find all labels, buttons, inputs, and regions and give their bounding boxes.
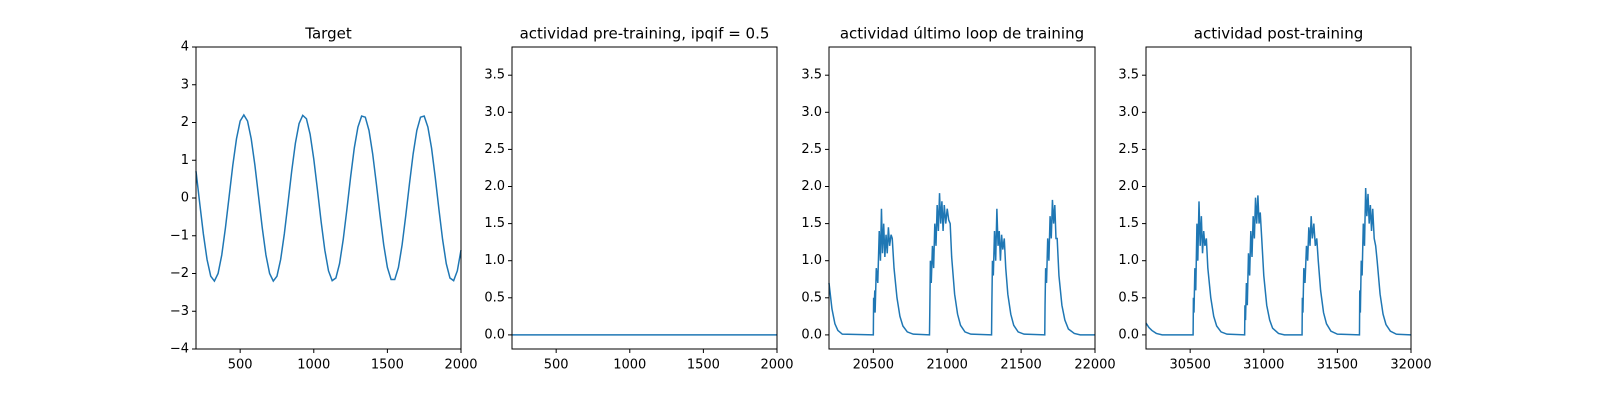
data-line: [195, 113, 462, 283]
y-tick-label: 2.0: [484, 179, 505, 194]
y-tick-label: 3.5: [484, 68, 505, 83]
subplot-title: actividad último loop de training: [840, 25, 1084, 43]
y-tick-label: 1: [181, 153, 189, 168]
y-tick-label: 1.5: [1118, 216, 1139, 231]
y-tick-label: 2.0: [1118, 179, 1139, 194]
x-tick-label: 21500: [1000, 358, 1041, 373]
subplot-title: Target: [304, 25, 352, 43]
x-tick-label: 30500: [1169, 358, 1210, 373]
y-tick-label: 2.5: [1118, 142, 1139, 157]
y-tick-label: 1.0: [1118, 253, 1139, 268]
subplot: actividad último loop de training 0.0 0.5 1…: [801, 25, 1115, 373]
y-tick-label: 0.5: [801, 290, 822, 305]
y-tick-label: 3.0: [484, 105, 505, 120]
x-tick-label: 32000: [1390, 358, 1431, 373]
y-tick-label: 4: [181, 40, 189, 55]
y-tick-label: 1.5: [484, 216, 505, 231]
plot-frame: [511, 46, 778, 350]
y-tick-label: −1: [170, 228, 189, 243]
y-tick-label: 0.0: [801, 327, 822, 342]
x-tick-label: 1500: [371, 358, 404, 373]
y-tick-label: 2: [181, 115, 189, 130]
x-tick-label: 31000: [1243, 358, 1284, 373]
x-tick-label: 2000: [444, 358, 477, 373]
data-line: [828, 193, 1095, 336]
x-tick-label: 1500: [687, 358, 720, 373]
y-tick-label: −3: [170, 304, 189, 319]
subplot: actividad post-training 0.0 0.5 1.0 1.5 2.0 2.…: [1118, 25, 1431, 373]
y-tick-label: 3.5: [801, 68, 822, 83]
y-tick-label: 1.0: [484, 253, 505, 268]
x-tick-label: 1000: [613, 358, 646, 373]
x-tick-label: 500: [544, 358, 569, 373]
x-tick-label: 22000: [1074, 358, 1115, 373]
x-tick-label: 21000: [927, 358, 968, 373]
x-tick-label: 31500: [1317, 358, 1358, 373]
y-tick-label: 0.0: [1118, 327, 1139, 342]
y-tick-label: −4: [170, 342, 189, 357]
subplot: Target −4 −3 −2 −1 0 1 2 3 4 500 1000 1500 2000: [170, 25, 478, 373]
y-tick-label: 2.5: [801, 142, 822, 157]
data-line: [1145, 187, 1412, 336]
subplot-title: actividad post-training: [1194, 25, 1363, 43]
x-tick-label: 500: [228, 358, 253, 373]
y-tick-label: 0.0: [484, 327, 505, 342]
x-tick-label: 1000: [297, 358, 330, 373]
y-tick-label: 2.5: [484, 142, 505, 157]
y-tick-label: 0.5: [484, 290, 505, 305]
y-tick-label: −2: [170, 266, 189, 281]
plot-frame: [1145, 46, 1412, 350]
x-tick-label: 20500: [853, 358, 894, 373]
y-tick-label: 0: [181, 191, 189, 206]
plot-frame: [828, 46, 1096, 350]
y-tick-label: 1.0: [801, 253, 822, 268]
y-tick-label: 3.5: [1118, 68, 1139, 83]
y-tick-label: 3.0: [801, 105, 822, 120]
y-tick-label: 1.5: [801, 216, 822, 231]
plot-frame: [195, 46, 462, 350]
subplot: actividad pre-training, ipqif = 0.5 0.0 0.…: [484, 25, 793, 373]
y-tick-label: 3: [181, 77, 189, 92]
x-tick-label: 2000: [760, 358, 793, 373]
y-tick-label: 3.0: [1118, 105, 1139, 120]
y-tick-label: 2.0: [801, 179, 822, 194]
subplot-title: actividad pre-training, ipqif = 0.5: [520, 25, 770, 43]
y-tick-label: 0.5: [1118, 290, 1139, 305]
